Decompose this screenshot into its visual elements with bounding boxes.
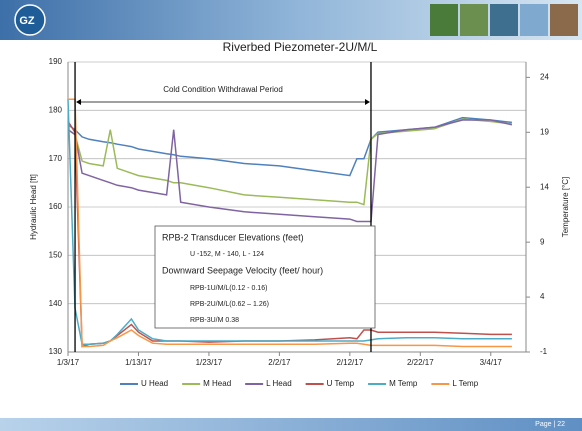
header-photo [520,4,548,36]
textbox-line: RPB-1U/M/L(0.12 - 0.16) [190,285,267,292]
y2-tick-label: 14 [540,182,549,191]
y-tick-label: 140 [49,299,63,308]
series-line [68,98,512,348]
x-tick-label: 1/3/17 [57,358,80,367]
textbox-line: RPB-3U/M 0.38 [190,317,239,324]
y2-tick-label: 4 [540,292,545,301]
x-tick-label: 1/23/17 [196,358,223,367]
header-photo [430,4,458,36]
y-tick-label: 150 [49,250,63,259]
legend-label: U Temp [327,379,355,388]
period-label: Cold Condition Withdrawal Period [163,85,283,94]
legend-label: M Head [203,379,231,388]
y2-axis-label: Temperature [°C] [561,177,570,238]
chart-title: Riverbed Piezometer-2U/M/L [223,40,378,54]
x-tick-label: 2/22/17 [407,358,434,367]
x-tick-label: 1/13/17 [125,358,152,367]
y2-tick-label: -1 [540,347,548,356]
y-tick-label: 190 [49,57,63,66]
y-tick-label: 180 [49,105,63,114]
x-tick-label: 2/12/17 [336,358,363,367]
y2-tick-label: 9 [540,237,545,246]
y-tick-label: 130 [49,347,63,356]
header-photo [550,4,578,36]
y-tick-label: 160 [49,202,63,211]
y2-tick-label: 24 [540,72,549,81]
logo-circle [14,4,46,36]
y-axis-label: Hydraulic Head [ft] [29,174,38,240]
x-tick-label: 3/4/17 [480,358,503,367]
footer-band [0,418,582,431]
textbox-line: RPB-2U/M/L(0.62 – 1.26) [190,301,269,308]
textbox-line: U -152, M - 140, L - 124 [190,251,264,258]
logo: GZ [19,15,35,27]
page-number: Page | 22 [535,421,565,428]
series-line [67,116,512,177]
header-photo [490,4,518,36]
legend-label: M Temp [389,379,418,388]
legend-label: L Head [266,379,292,388]
y2-tick-label: 19 [540,127,549,136]
textbox [154,225,376,329]
series-line [67,119,513,223]
legend-label: L Temp [452,379,478,388]
series-line [67,118,512,206]
y-tick-label: 170 [49,154,63,163]
series-line [67,99,512,346]
textbox-line: RPB-2 Transducer Elevations (feet) [162,232,304,242]
header-photo [460,4,488,36]
textbox-line: Downward Seepage Velocity (feet/ hour) [162,265,323,275]
x-tick-label: 2/2/17 [268,358,291,367]
legend-label: U Head [141,379,168,388]
